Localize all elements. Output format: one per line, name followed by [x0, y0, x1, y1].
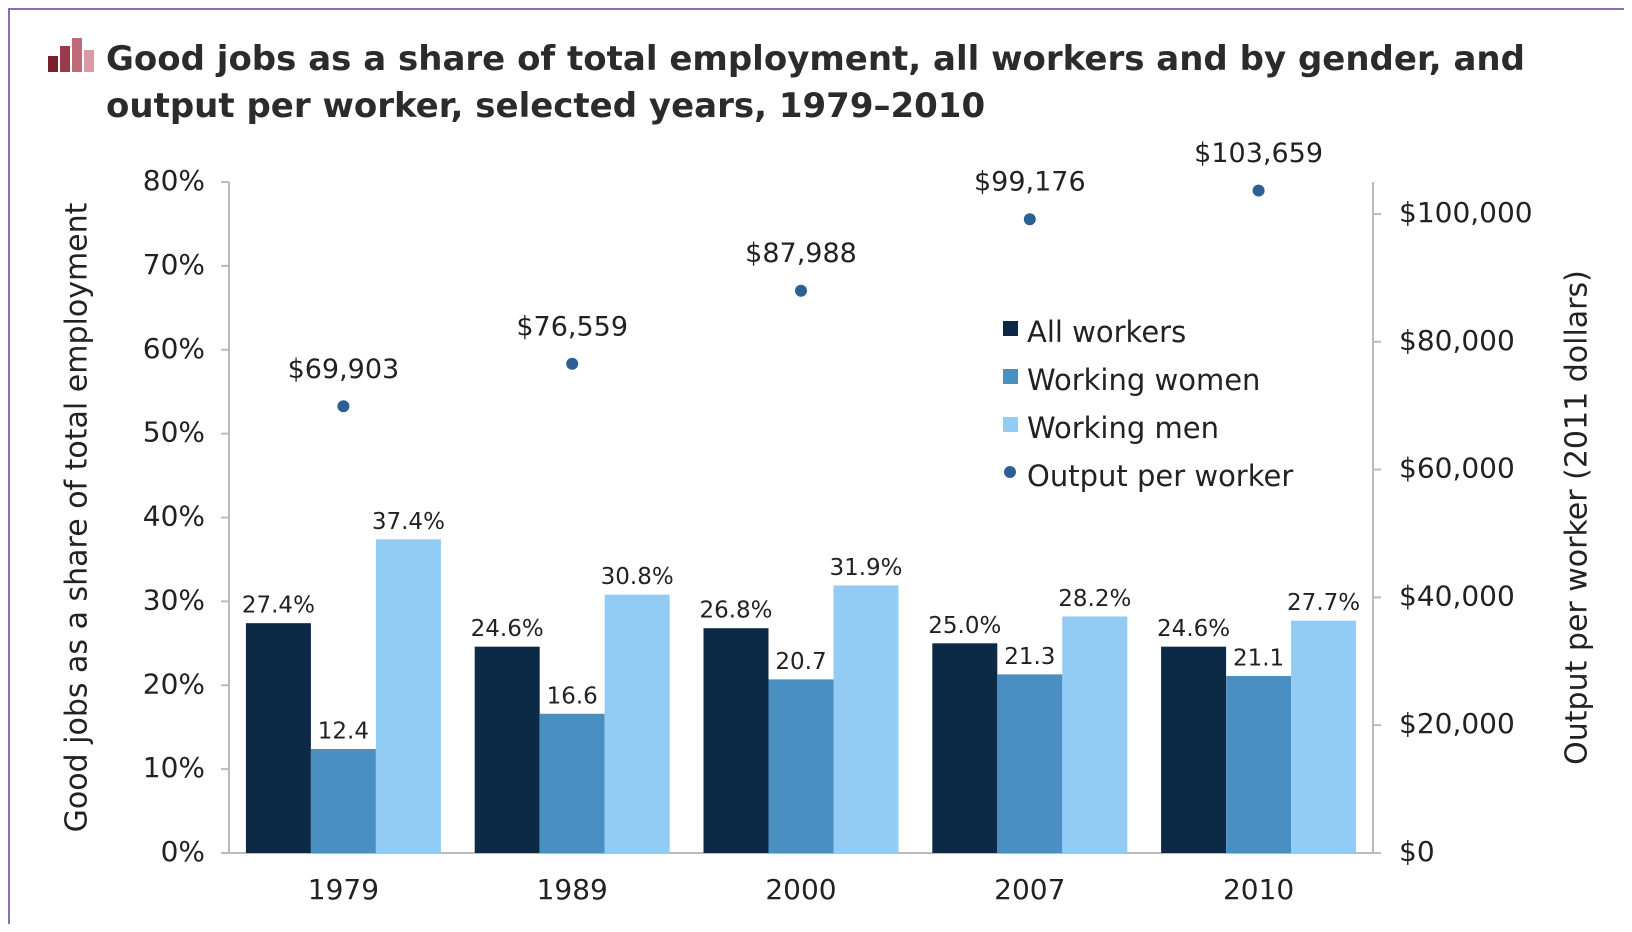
frame [8, 8, 1624, 924]
x-tick-label: 2010 [1223, 873, 1294, 906]
data-label: 16.6 [547, 683, 598, 709]
data-label: 26.8% [699, 598, 772, 624]
data-label: 27.7% [1287, 590, 1360, 616]
bar [245, 623, 311, 853]
y2-tick-label: $20,000 [1399, 707, 1515, 740]
bar [703, 628, 769, 853]
data-label: 21.3 [1004, 644, 1055, 670]
bar [1062, 616, 1128, 853]
bar [375, 539, 441, 853]
bar [997, 674, 1063, 853]
data-label: 12.4 [318, 718, 369, 744]
bar [539, 713, 605, 853]
y-tick-label: 10% [143, 751, 205, 784]
y2-axis-title: Output per worker (2011 dollars) [1560, 270, 1595, 765]
data-label: 24.6% [471, 616, 544, 642]
bar [768, 679, 834, 853]
y-tick-label: 0% [161, 835, 205, 868]
y-tick-label: 50% [143, 416, 205, 449]
point [337, 400, 350, 413]
bar [932, 643, 998, 853]
data-label: $69,903 [288, 354, 400, 385]
data-label: 24.6% [1157, 616, 1230, 642]
legend-marker [1004, 466, 1016, 478]
data-label: 25.0% [928, 613, 1001, 639]
bar [833, 585, 899, 853]
bar [474, 646, 540, 853]
y-tick-label: 60% [143, 332, 205, 365]
point [1023, 213, 1036, 226]
y2-tick-label: $0 [1399, 835, 1435, 868]
data-label: 28.2% [1058, 586, 1131, 612]
legend-label: Working women [1027, 363, 1260, 397]
data-label: $87,988 [745, 238, 857, 269]
bar [604, 594, 670, 853]
y-tick-label: 20% [143, 667, 205, 700]
legend-marker [1003, 369, 1018, 384]
title-icon [48, 38, 94, 72]
bar [1226, 676, 1292, 853]
y-tick-label: 40% [143, 500, 205, 533]
bar [310, 748, 376, 853]
x-tick-label: 1989 [537, 873, 608, 906]
y-tick-label: 70% [143, 248, 205, 281]
data-label: 37.4% [372, 509, 445, 535]
y2-tick-label: $80,000 [1399, 324, 1515, 357]
data-label: 31.9% [829, 555, 902, 581]
chart-title: Good jobs as a share of total employment… [106, 39, 1525, 126]
data-label: 30.8% [601, 564, 674, 590]
y2-tick-label: $40,000 [1399, 579, 1515, 612]
data-label: 27.4% [242, 593, 315, 619]
point [795, 284, 807, 297]
legend-label: All workers [1027, 315, 1186, 349]
point [566, 357, 579, 370]
x-tick-label: 1979 [308, 873, 379, 906]
legend-label: Output per worker [1027, 459, 1293, 493]
y-axis-title: Good jobs as a share of total employment [60, 202, 95, 832]
point [1252, 184, 1265, 197]
x-tick-label: 2000 [765, 873, 836, 906]
bar [1291, 620, 1357, 853]
y2-tick-label: $60,000 [1399, 452, 1515, 485]
legend-marker [1003, 417, 1018, 432]
bar [1161, 646, 1227, 853]
y-tick-label: 80% [143, 164, 205, 197]
x-tick-label: 2007 [994, 873, 1065, 906]
data-label: $76,559 [516, 311, 628, 342]
y2-tick-label: $100,000 [1399, 196, 1533, 229]
data-label: 21.1 [1233, 646, 1284, 672]
y-tick-label: 30% [143, 583, 205, 616]
data-label: $99,176 [974, 167, 1086, 198]
data-label: 20.7 [775, 649, 826, 675]
legend-label: Working men [1027, 411, 1219, 445]
data-label: $103,659 [1194, 138, 1323, 169]
legend-marker [1003, 321, 1018, 336]
